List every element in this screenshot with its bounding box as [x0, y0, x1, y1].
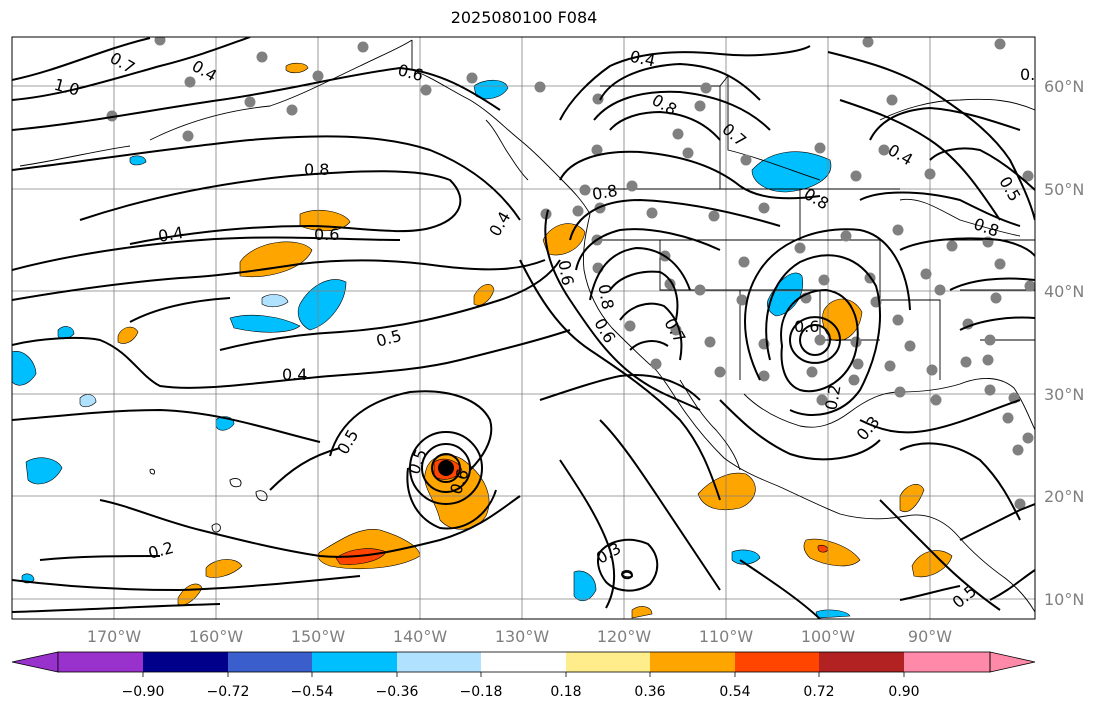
positive-anomaly — [117, 326, 139, 344]
negative-anomaly — [751, 151, 832, 193]
latitude-labels: 60°N 50°N 40°N 30°N 20°N 10°N — [1044, 77, 1084, 609]
colorbar-segment — [566, 652, 650, 672]
lon-label: 170°W — [87, 627, 142, 646]
lon-label: 100°W — [801, 627, 856, 646]
colorbar-tick-label: −0.36 — [376, 684, 419, 700]
weak-negative-anomaly — [261, 294, 289, 308]
colorbar-min-extension — [11, 651, 59, 673]
positive-anomaly — [285, 62, 309, 74]
colorbar-max-extension — [989, 651, 1036, 673]
weak-negative-anomaly — [79, 394, 97, 408]
colorbar: −0.90 −0.72 −0.54 −0.36 −0.18 0.18 0.36 … — [11, 651, 1036, 700]
colorbar-segment — [904, 652, 990, 672]
map-frame — [11, 36, 1036, 620]
lon-label: 120°W — [597, 627, 652, 646]
positive-anomaly — [899, 484, 925, 512]
negative-anomaly — [229, 314, 301, 333]
positive-anomaly — [205, 559, 243, 578]
negative-anomaly — [815, 609, 851, 619]
contour-label: 0.8 — [591, 181, 619, 204]
anomaly-shading — [12, 62, 953, 619]
contour-label: 0.4 — [282, 365, 307, 384]
colorbar-segment — [481, 652, 566, 672]
lat-label: 10°N — [1044, 590, 1084, 609]
contour-label: 0.8 — [304, 160, 329, 179]
colorbar-segment — [650, 652, 735, 672]
negative-anomaly — [12, 351, 37, 386]
colorbar-tick-label: 0.90 — [888, 684, 919, 700]
colorbar-tick-label: 0.36 — [634, 684, 665, 700]
positive-anomaly — [631, 606, 653, 619]
lon-label: 150°W — [291, 627, 346, 646]
contour-label: 0.4 — [157, 223, 185, 246]
lon-label: 130°W — [495, 627, 550, 646]
colorbar-tick-label: −0.90 — [122, 684, 165, 700]
lon-label: 90°W — [908, 627, 952, 646]
tropical-cyclone-marker — [438, 460, 454, 476]
lat-label: 40°N — [1044, 282, 1084, 301]
colorbar-segment — [819, 652, 904, 672]
colorbar-segment — [312, 652, 397, 672]
contour-label: 0.6 — [314, 225, 339, 244]
map-area: 1.0 0.7 0.4 0.6 0.4 0.8 0.7 0.4 0.5 0.8 … — [12, 37, 1045, 619]
lon-label: 160°W — [189, 627, 244, 646]
lat-label: 20°N — [1044, 487, 1084, 506]
colorbar-segment — [228, 652, 312, 672]
lat-label: 60°N — [1044, 77, 1084, 96]
colorbar-segment — [735, 652, 819, 672]
positive-anomaly — [473, 284, 495, 306]
negative-anomaly — [25, 457, 63, 485]
colorbar-tick-label: −0.54 — [291, 684, 334, 700]
colorbar-segment — [143, 652, 228, 672]
colorbar-tick-label: 0.72 — [803, 684, 834, 700]
colorbar-tick-label: 0.54 — [719, 684, 750, 700]
positive-anomaly — [697, 472, 756, 511]
colorbar-tick-label: −0.18 — [460, 684, 503, 700]
lat-label: 30°N — [1044, 385, 1084, 404]
islands — [19, 119, 633, 578]
lon-label: 110°W — [699, 627, 754, 646]
contour-label: 0.2 — [821, 383, 844, 411]
contour-label: 0.6 — [794, 317, 819, 336]
contour-label: 0.8 — [594, 283, 617, 311]
lon-label: 140°W — [393, 627, 448, 646]
contour-label: 0.5 — [1020, 65, 1045, 84]
lat-label: 50°N — [1044, 180, 1084, 199]
contour-label: 0.6 — [554, 259, 577, 287]
colorbar-tick-label: −0.72 — [207, 684, 250, 700]
positive-anomaly — [911, 550, 953, 578]
positive-anomaly — [542, 223, 586, 256]
colorbar-segment — [397, 652, 481, 672]
contour-label: 0.4 — [628, 47, 657, 71]
contour-lines — [12, 37, 1035, 619]
lat-lon-grid — [12, 37, 1035, 619]
colorbar-tick-label: 0.18 — [550, 684, 581, 700]
stations — [106, 37, 1035, 510]
negative-anomaly — [297, 279, 347, 331]
positive-anomaly — [239, 241, 313, 278]
colorbar-segment — [58, 652, 143, 672]
negative-anomaly — [129, 155, 147, 166]
negative-anomaly — [731, 549, 761, 565]
longitude-labels: 170°W 160°W 150°W 140°W 130°W 120°W 110°… — [87, 627, 952, 646]
map-title: 2025080100 F084 — [450, 8, 598, 27]
